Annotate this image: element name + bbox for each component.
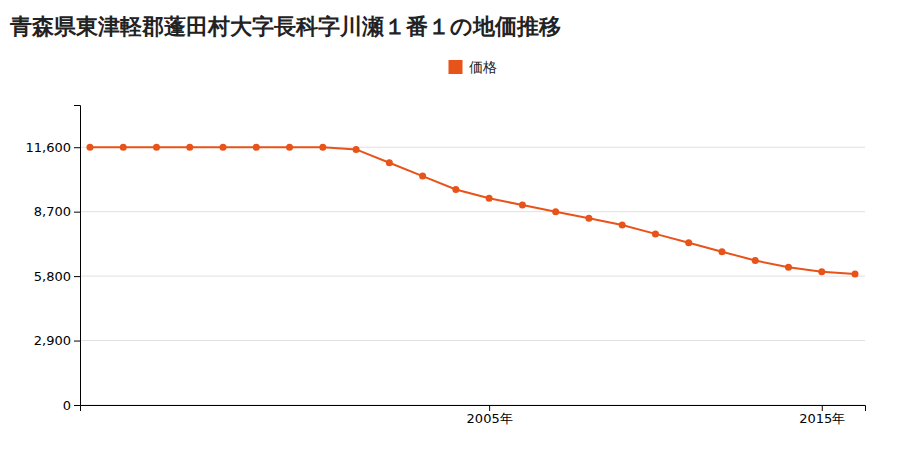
- point: [386, 159, 393, 166]
- y-tick: 8,700: [34, 204, 80, 219]
- grid: [80, 147, 865, 405]
- x-axis-line: [81, 406, 866, 412]
- point: [652, 230, 659, 237]
- point: [486, 195, 493, 202]
- point: [120, 144, 127, 151]
- x-axis: 2005年 2015年: [81, 405, 866, 426]
- point: [220, 144, 227, 151]
- y-tick-label: 2,900: [34, 333, 71, 348]
- y-tick-mark: [74, 212, 80, 213]
- point: [852, 270, 859, 277]
- y-tick: 5,800: [34, 269, 80, 284]
- point: [186, 144, 193, 151]
- title: 青森県東津軽郡蓬田村大字長科字川瀬１番１の地価推移: [9, 14, 561, 39]
- y-tick-mark: [74, 276, 80, 277]
- y-tick-label: 8,700: [34, 204, 71, 219]
- y-tick: 2,900: [34, 333, 80, 348]
- line: [90, 147, 855, 274]
- point: [718, 248, 725, 255]
- y-tick-label: 0: [63, 398, 71, 413]
- x-tick-mark: [822, 405, 823, 411]
- plot-area: [86, 144, 858, 278]
- x-tick-label: 2005年: [467, 411, 513, 426]
- x-tick: 2005年: [467, 405, 513, 426]
- chart: 青森県東津軽郡蓬田村大字長科字川瀬１番１の地価推移 2005年 2015年 0 2,90…: [0, 0, 900, 450]
- y-axis: 0 2,900 5,800 8,700 11,600: [26, 106, 81, 413]
- point: [519, 202, 526, 209]
- point: [585, 215, 592, 222]
- point: [86, 144, 93, 151]
- legend: 価格: [449, 59, 497, 75]
- y-tick-mark: [74, 147, 80, 148]
- grid-line: [80, 276, 865, 277]
- point: [452, 186, 459, 193]
- legend-swatch: [449, 60, 463, 74]
- point: [319, 144, 326, 151]
- point: [286, 144, 293, 151]
- point: [752, 257, 759, 264]
- point: [153, 144, 160, 151]
- x-tick: 2015年: [799, 405, 845, 426]
- y-tick-mark: [74, 341, 80, 342]
- point: [552, 208, 559, 215]
- y-axis-line: [74, 106, 81, 406]
- point: [818, 268, 825, 275]
- point: [353, 146, 360, 153]
- y-tick-label: 5,800: [34, 269, 71, 284]
- point: [685, 239, 692, 246]
- grid-line: [80, 211, 865, 212]
- point: [419, 173, 426, 180]
- y-tick-mark: [74, 405, 80, 406]
- y-tick: 11,600: [26, 140, 81, 155]
- x-tick-mark: [489, 405, 490, 411]
- grid-line: [80, 340, 865, 341]
- x-tick-label: 2015年: [799, 411, 845, 426]
- legend-label: 価格: [469, 59, 497, 75]
- point: [253, 144, 260, 151]
- point: [785, 264, 792, 271]
- y-tick: 0: [63, 398, 80, 413]
- y-tick-label: 11,600: [26, 140, 72, 155]
- legend-item: 価格: [449, 59, 497, 75]
- point: [619, 222, 626, 229]
